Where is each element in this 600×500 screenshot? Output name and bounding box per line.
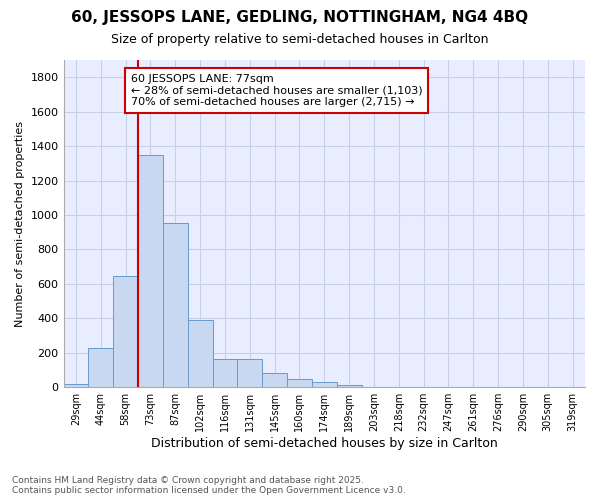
Text: 60, JESSOPS LANE, GEDLING, NOTTINGHAM, NG4 4BQ: 60, JESSOPS LANE, GEDLING, NOTTINGHAM, N… xyxy=(71,10,529,25)
Bar xyxy=(188,320,212,387)
Bar xyxy=(138,154,163,387)
Text: Contains HM Land Registry data © Crown copyright and database right 2025.
Contai: Contains HM Land Registry data © Crown c… xyxy=(12,476,406,495)
Bar xyxy=(337,386,362,387)
Bar xyxy=(212,359,238,387)
Text: 60 JESSOPS LANE: 77sqm
← 28% of semi-detached houses are smaller (1,103)
70% of : 60 JESSOPS LANE: 77sqm ← 28% of semi-det… xyxy=(131,74,422,107)
Bar xyxy=(262,374,287,387)
Bar xyxy=(312,382,337,387)
Bar xyxy=(238,359,262,387)
Bar xyxy=(64,384,88,387)
Bar xyxy=(163,222,188,387)
Y-axis label: Number of semi-detached properties: Number of semi-detached properties xyxy=(15,120,25,326)
X-axis label: Distribution of semi-detached houses by size in Carlton: Distribution of semi-detached houses by … xyxy=(151,437,497,450)
Bar xyxy=(88,348,113,387)
Bar xyxy=(287,380,312,387)
Bar xyxy=(113,276,138,387)
Text: Size of property relative to semi-detached houses in Carlton: Size of property relative to semi-detach… xyxy=(111,32,489,46)
